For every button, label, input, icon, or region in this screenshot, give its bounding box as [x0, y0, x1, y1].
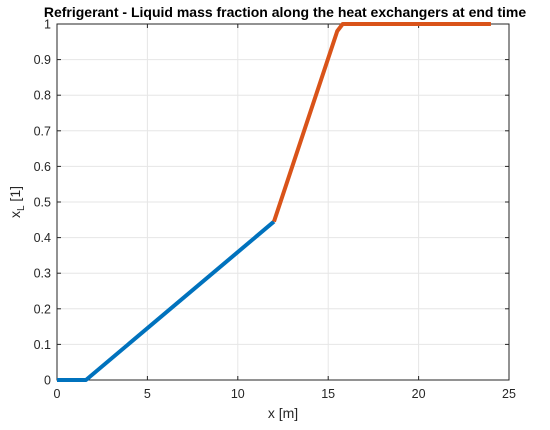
y-tick-label: 0.8	[34, 89, 51, 103]
y-tick-label: 0.2	[34, 302, 51, 316]
y-tick-label: 1	[44, 18, 51, 32]
axes-ticks: 0 5 10 15 20 25 0 0.1 0.2 0.3 0.4 0.5 0.6 0.7 0.8 0.9 1	[34, 18, 516, 402]
x-tick-label: 25	[502, 387, 516, 401]
x-tick-label: 5	[144, 387, 151, 401]
y-tick-label: 0.7	[34, 124, 51, 138]
y-tick-label: 0.1	[34, 338, 51, 352]
series-group	[57, 22, 491, 382]
y-tick-label: 0.6	[34, 160, 51, 174]
y-tick-label: 0.4	[34, 231, 51, 245]
y-axis-label-suffix: [1]	[7, 186, 23, 205]
y-axis-label: xL [1]	[7, 186, 27, 218]
y-axis-label-subscript: L	[16, 205, 27, 211]
y-tick-label: 0.3	[34, 267, 51, 281]
x-tick-label: 0	[54, 387, 61, 401]
x-tick-label: 20	[412, 387, 426, 401]
x-axis-label: x [m]	[268, 405, 298, 421]
y-tick-label: 0.5	[34, 196, 51, 210]
grid	[57, 24, 509, 380]
x-tick-label: 15	[321, 387, 335, 401]
series-line-2	[272, 22, 491, 223]
series-line-1	[57, 220, 276, 382]
y-tick-label: 0.9	[34, 53, 51, 67]
y-tick-label: 0	[44, 374, 51, 388]
x-tick-label: 10	[231, 387, 245, 401]
chart-title: Refrigerant - Liquid mass fraction along…	[44, 4, 527, 20]
y-axis-label-base: x	[7, 211, 23, 218]
